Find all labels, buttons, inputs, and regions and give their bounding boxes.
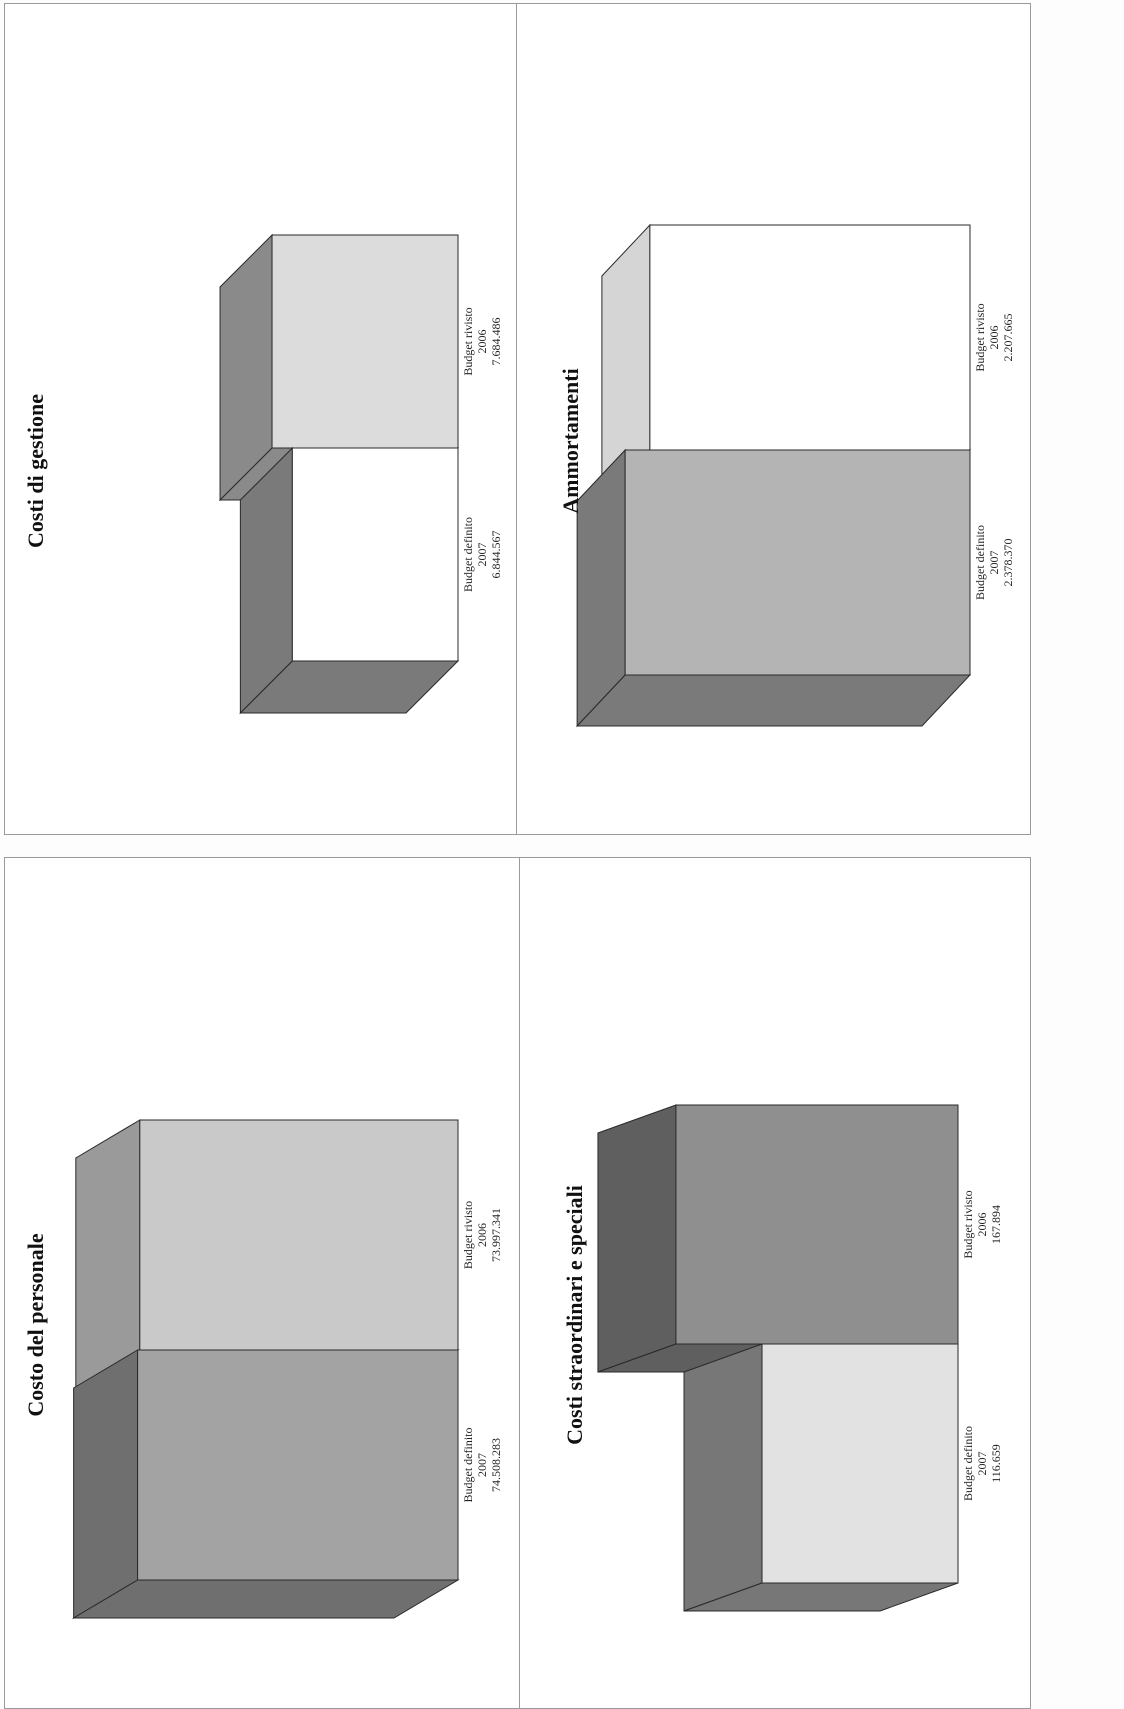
bar-front-face <box>139 1119 459 1351</box>
bar-side-face <box>575 674 972 727</box>
category-label: Budget rivisto <box>973 303 987 371</box>
bar-2006 <box>73 1119 460 1389</box>
bar-front-face <box>291 447 459 662</box>
category-value: 6.844.567 <box>489 531 503 579</box>
bar-2007 <box>575 448 972 728</box>
bar-depth-face <box>683 1343 763 1612</box>
bar-front-face <box>271 234 459 449</box>
chart-title: Costi straordinari e speciali <box>562 1185 587 1445</box>
category-label: Budget definito <box>461 517 475 592</box>
category-value: 74.508.283 <box>489 1438 503 1492</box>
category-year: 2006 <box>475 330 489 354</box>
bar-2006 <box>597 1104 959 1373</box>
category-label: Budget rivisto <box>461 1201 475 1269</box>
chart-title: Costi di gestione <box>23 394 48 548</box>
bar-2007 <box>683 1343 959 1612</box>
chart-4: Budget rivisto 2006 2.207.665 Budget defini… <box>558 223 1015 728</box>
category-value: 2.378.370 <box>1001 539 1015 587</box>
bar-front-face <box>137 1349 459 1581</box>
category-value: 7.684.486 <box>489 318 503 366</box>
chart-title: Costo del personale <box>23 1233 48 1417</box>
bar-front-face <box>624 449 971 676</box>
category-label: Budget rivisto <box>461 307 475 375</box>
category-value: 2.207.665 <box>1001 314 1015 362</box>
bar-depth-face <box>75 1119 141 1389</box>
chart-3: Budget rivisto 2006 7.684.486 Budget defini… <box>23 233 503 715</box>
bar-front-face <box>761 1343 959 1584</box>
chart-1: Budget rivisto 2006 73.997.341 Budget defin… <box>23 1119 503 1619</box>
category-label: Budget definito <box>961 1426 975 1501</box>
category-year: 2007 <box>475 1453 489 1477</box>
category-year: 2007 <box>975 1452 989 1476</box>
bottom-panel-divider <box>519 857 520 1708</box>
category-value: 116.659 <box>989 1444 1003 1483</box>
bar-depth-face <box>597 1104 677 1373</box>
bar-2007 <box>71 1349 460 1619</box>
bar-2007 <box>239 446 460 715</box>
category-value: 167.894 <box>989 1205 1003 1244</box>
category-year: 2006 <box>987 326 1001 350</box>
category-year: 2007 <box>475 543 489 567</box>
bar-side-face <box>71 1579 460 1619</box>
category-label: Budget definito <box>973 525 987 600</box>
bar-front-face <box>675 1104 959 1345</box>
category-value: 73.997.341 <box>489 1208 503 1262</box>
chart-2: Budget rivisto 2006 167.894 Budget definito… <box>562 1104 1003 1612</box>
category-year: 2006 <box>475 1223 489 1247</box>
bar-depth-face <box>73 1349 139 1619</box>
category-label: Budget definito <box>461 1428 475 1503</box>
bar-front-face <box>649 224 971 451</box>
top-panel-divider <box>516 3 517 834</box>
chart-title: Ammortamenti <box>558 368 583 513</box>
category-year: 2006 <box>975 1213 989 1237</box>
category-year: 2007 <box>987 551 1001 575</box>
category-label: Budget rivisto <box>961 1190 975 1258</box>
